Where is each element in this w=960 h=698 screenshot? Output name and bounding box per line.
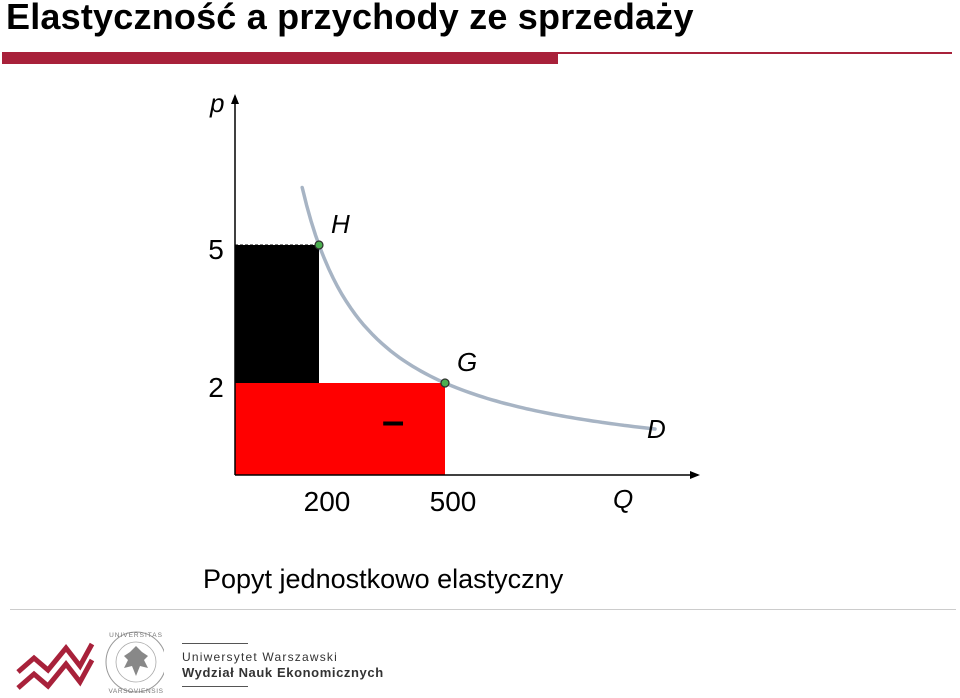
footer-rule-top — [182, 643, 248, 644]
y-tick-label: 2 — [208, 372, 224, 403]
x-axis-label: Q — [613, 484, 633, 514]
lost-revenue-area — [235, 245, 319, 383]
y-axis-label: p — [209, 88, 224, 118]
point-h — [314, 240, 324, 250]
point-label-h: H — [331, 209, 350, 239]
slide-title: Elastyczność a przychody ze sprzedaży — [6, 0, 694, 37]
wne-logo: UNIVERSITAS VARSOVIENSIS — [16, 631, 164, 695]
point-label-g: G — [457, 347, 477, 377]
university-seal: UNIVERSITAS VARSOVIENSIS — [105, 631, 164, 695]
y-tick-label: 5 — [208, 234, 224, 265]
faculty-name: Wydział Nauk Ekonomicznych — [182, 665, 384, 680]
title-underline — [2, 52, 558, 64]
demand-curve-label: D — [647, 414, 666, 444]
demand-chart: 5 2 200 500 H G p Q D – — [208, 88, 700, 517]
footer-rule-bottom — [182, 686, 248, 687]
footer-divider — [10, 609, 956, 610]
minus-sign: – — [382, 399, 404, 443]
svg-text:UNIVERSITAS: UNIVERSITAS — [109, 632, 163, 639]
revenue-area — [235, 383, 445, 475]
x-tick-label: 500 — [430, 486, 477, 517]
x-tick-label: 200 — [304, 486, 351, 517]
demand-curve — [300, 185, 657, 431]
chart-caption: Popyt jednostkowo elastyczny — [203, 564, 564, 594]
point-g — [440, 378, 450, 388]
svg-text:VARSOVIENSIS: VARSOVIENSIS — [108, 688, 163, 695]
title-underline-thin — [558, 52, 952, 54]
university-name: Uniwersytet Warszawski — [182, 650, 338, 664]
